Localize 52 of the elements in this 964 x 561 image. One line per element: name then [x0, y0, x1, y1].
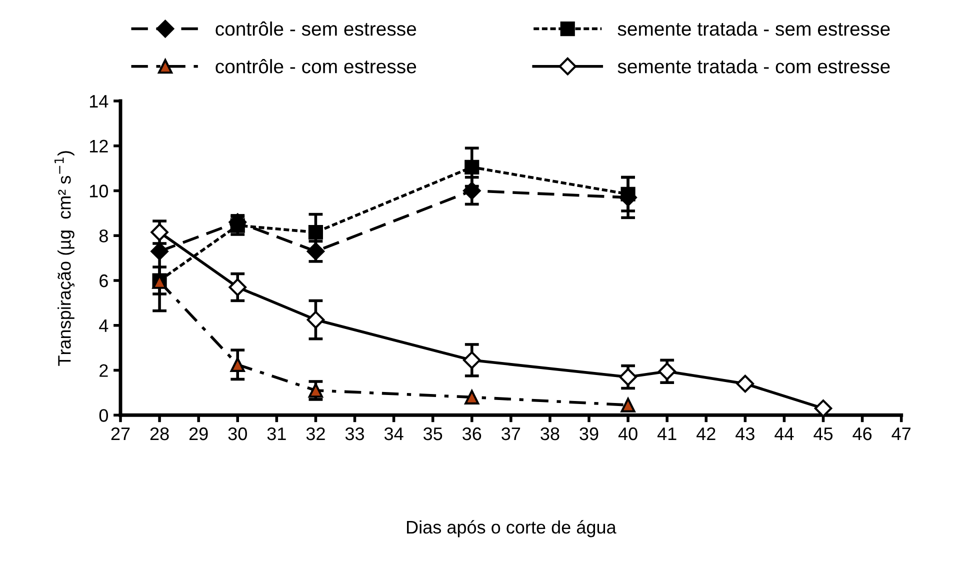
point: [308, 383, 324, 398]
point: [308, 224, 324, 240]
x-tick-label: 47: [892, 428, 910, 440]
point: [620, 398, 636, 412]
x-tick-label: 32: [306, 427, 325, 440]
point: [814, 400, 832, 416]
point: [228, 278, 247, 296]
x-tick-label: 30: [228, 427, 247, 440]
x-tick-label: 39: [580, 427, 598, 440]
legend-label: contrôle - com estresse: [216, 59, 416, 74]
point: [620, 186, 636, 202]
point: [230, 357, 245, 372]
x-tick-label: 44: [774, 428, 794, 440]
x-tick-label: 37: [502, 427, 520, 440]
point: [736, 374, 754, 393]
y-axis-title: Transpiração (µg cm² s$^{−1}$): [54, 151, 74, 366]
y-tick-label: 12: [90, 140, 108, 152]
y-tick-label: 10: [90, 184, 108, 198]
y-tick-label: 4: [99, 320, 108, 332]
point: [230, 218, 245, 233]
x-tick-label: 46: [852, 427, 872, 440]
x-tick-label: 45: [814, 428, 833, 440]
x-tick-label: 27: [111, 427, 130, 440]
y-tick-label: 8: [99, 230, 108, 242]
x-tick-label: 29: [189, 427, 208, 440]
point: [464, 390, 480, 404]
y-tick-label: 2: [100, 364, 108, 377]
point: [462, 182, 481, 200]
y-tick-label: 0: [99, 409, 108, 422]
x-tick-label: 31: [267, 427, 286, 440]
x-tick-label: 42: [696, 427, 716, 440]
point: [464, 160, 480, 174]
x-tick-label: 28: [150, 427, 169, 440]
point: [658, 362, 676, 380]
legend-label: semente tratada - sem estresse: [618, 22, 890, 36]
point: [619, 368, 637, 386]
x-tick-label: 41: [657, 428, 676, 440]
x-tick-label: 38: [540, 427, 560, 440]
legend-label: contrôle - sem estresse: [216, 21, 416, 36]
y-tick-label: 6: [100, 274, 108, 288]
legend-label: semente tratada - com estresse: [618, 59, 890, 74]
x-tick-label: 33: [345, 427, 364, 440]
point: [306, 310, 325, 329]
point: [150, 223, 168, 242]
x-tick-label: 35: [423, 427, 442, 440]
x-tick-label: 36: [462, 427, 482, 440]
x-tick-label: 34: [384, 427, 404, 440]
x-tick-label: 40: [618, 427, 638, 440]
point: [462, 351, 481, 370]
x-axis-title: Dias após o corte de água: [407, 520, 616, 538]
y-tick-label: 14: [90, 95, 108, 108]
x-tick-label: 43: [736, 427, 754, 440]
